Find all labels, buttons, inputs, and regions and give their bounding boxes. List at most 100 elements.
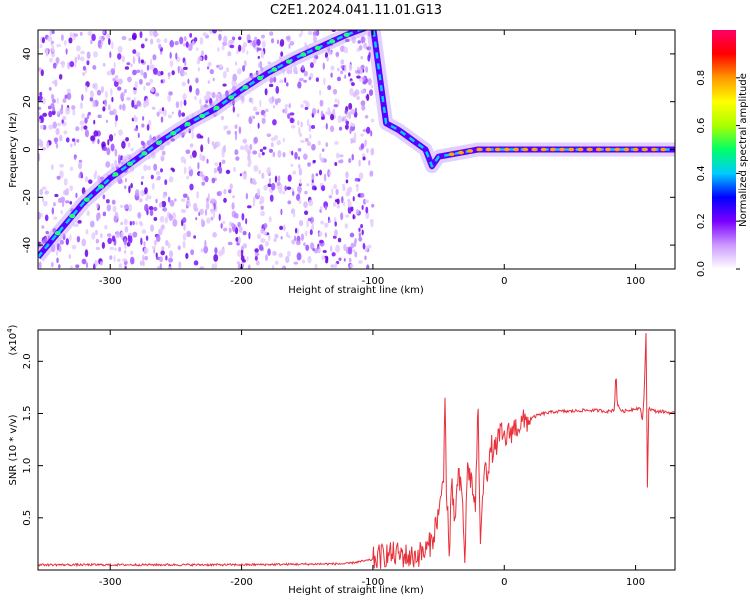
noise-speck: [156, 234, 161, 243]
noise-speck: [123, 204, 129, 210]
noise-speck: [45, 230, 49, 235]
noise-speck: [232, 105, 235, 113]
noise-speck: [351, 153, 354, 161]
noise-speck: [370, 130, 373, 137]
noise-speck: [39, 44, 43, 49]
noise-speck: [69, 32, 73, 38]
noise-speck: [285, 82, 289, 87]
noise-speck: [68, 254, 71, 259]
tone-hotspot: [531, 147, 538, 152]
tone-hotspot: [69, 213, 76, 219]
noise-speck: [237, 68, 242, 75]
noise-speck: [97, 114, 102, 119]
noise-speck: [347, 205, 352, 214]
noise-speck: [156, 170, 160, 176]
tone-hotspot: [476, 147, 483, 152]
noise-speck: [199, 153, 203, 161]
spectrogram-x-ticks: -300 -200 -100 0 100: [99, 30, 645, 287]
noise-speck: [180, 100, 183, 108]
noise-speck: [365, 66, 369, 73]
noise-speck: [143, 85, 146, 91]
noise-speck: [160, 71, 164, 76]
noise-speck: [280, 236, 283, 240]
noise-speck: [204, 54, 208, 61]
noise-speck: [191, 131, 194, 140]
noise-speck: [217, 30, 223, 33]
noise-speck: [212, 232, 217, 238]
noise-speck: [355, 208, 359, 215]
noise-speck: [84, 249, 89, 258]
noise-speck: [99, 261, 103, 266]
noise-speck: [358, 232, 362, 238]
noise-speck: [150, 38, 154, 45]
noise-speck: [212, 77, 215, 82]
noise-speck: [300, 30, 304, 36]
noise-speck: [53, 202, 56, 207]
noise-speck: [330, 113, 335, 121]
noise-speck: [181, 81, 186, 87]
noise-speck: [76, 45, 81, 52]
noise-speck: [312, 30, 318, 37]
tone-hotspot: [256, 75, 263, 81]
noise-speck: [274, 260, 279, 265]
tone-hotspot: [457, 150, 464, 155]
noise-speck: [158, 43, 162, 50]
noise-speck: [332, 201, 337, 207]
noise-speck: [97, 40, 101, 48]
noise-speck: [96, 212, 101, 220]
noise-speck: [337, 237, 342, 243]
noise-speck: [109, 51, 112, 59]
noise-speck: [311, 143, 316, 151]
noise-speck: [184, 60, 187, 66]
noise-speck: [136, 69, 141, 74]
noise-speck: [74, 56, 78, 64]
noise-speck: [362, 76, 365, 82]
tone-hotspot: [641, 147, 648, 152]
noise-speck: [180, 198, 186, 202]
noise-speck: [282, 266, 285, 269]
noise-speck: [227, 241, 233, 246]
noise-speck: [266, 167, 271, 175]
noise-speck: [367, 54, 371, 62]
noise-speck: [293, 66, 298, 75]
noise-speck: [38, 153, 41, 162]
noise-speck: [358, 237, 363, 242]
noise-speck: [213, 253, 219, 262]
noise-speck: [203, 245, 209, 254]
noise-speck: [247, 149, 251, 155]
noise-speck: [178, 109, 182, 118]
noise-speck: [52, 62, 57, 69]
noise-speck: [324, 205, 328, 211]
noise-speck: [257, 55, 261, 60]
noise-speck: [42, 124, 47, 130]
noise-speck: [132, 32, 137, 40]
noise-speck: [336, 76, 342, 82]
noise-speck: [370, 221, 374, 228]
noise-speck: [168, 257, 174, 263]
noise-speck: [303, 79, 308, 83]
noise-speck: [242, 173, 247, 180]
noise-speck: [272, 119, 277, 126]
noise-speck: [368, 89, 374, 96]
noise-speck: [59, 163, 65, 168]
noise-speck: [361, 204, 364, 210]
noise-speck: [104, 99, 108, 107]
noise-speck: [274, 233, 279, 239]
noise-speck: [351, 139, 356, 143]
noise-speck: [285, 255, 290, 264]
noise-speck: [111, 199, 116, 205]
noise-speck: [168, 176, 174, 183]
tone-hotspot: [650, 147, 657, 152]
noise-speck: [130, 250, 134, 255]
noise-speck: [299, 77, 304, 81]
noise-speck: [307, 30, 313, 36]
noise-speck: [328, 171, 332, 176]
noise-speck: [338, 126, 343, 131]
noise-speck: [150, 224, 155, 232]
noise-speck: [361, 105, 366, 111]
noise-speck: [241, 45, 246, 54]
noise-speck: [340, 65, 344, 69]
noise-speck: [80, 124, 83, 132]
noise-speck: [271, 264, 275, 269]
noise-speck: [319, 206, 323, 211]
